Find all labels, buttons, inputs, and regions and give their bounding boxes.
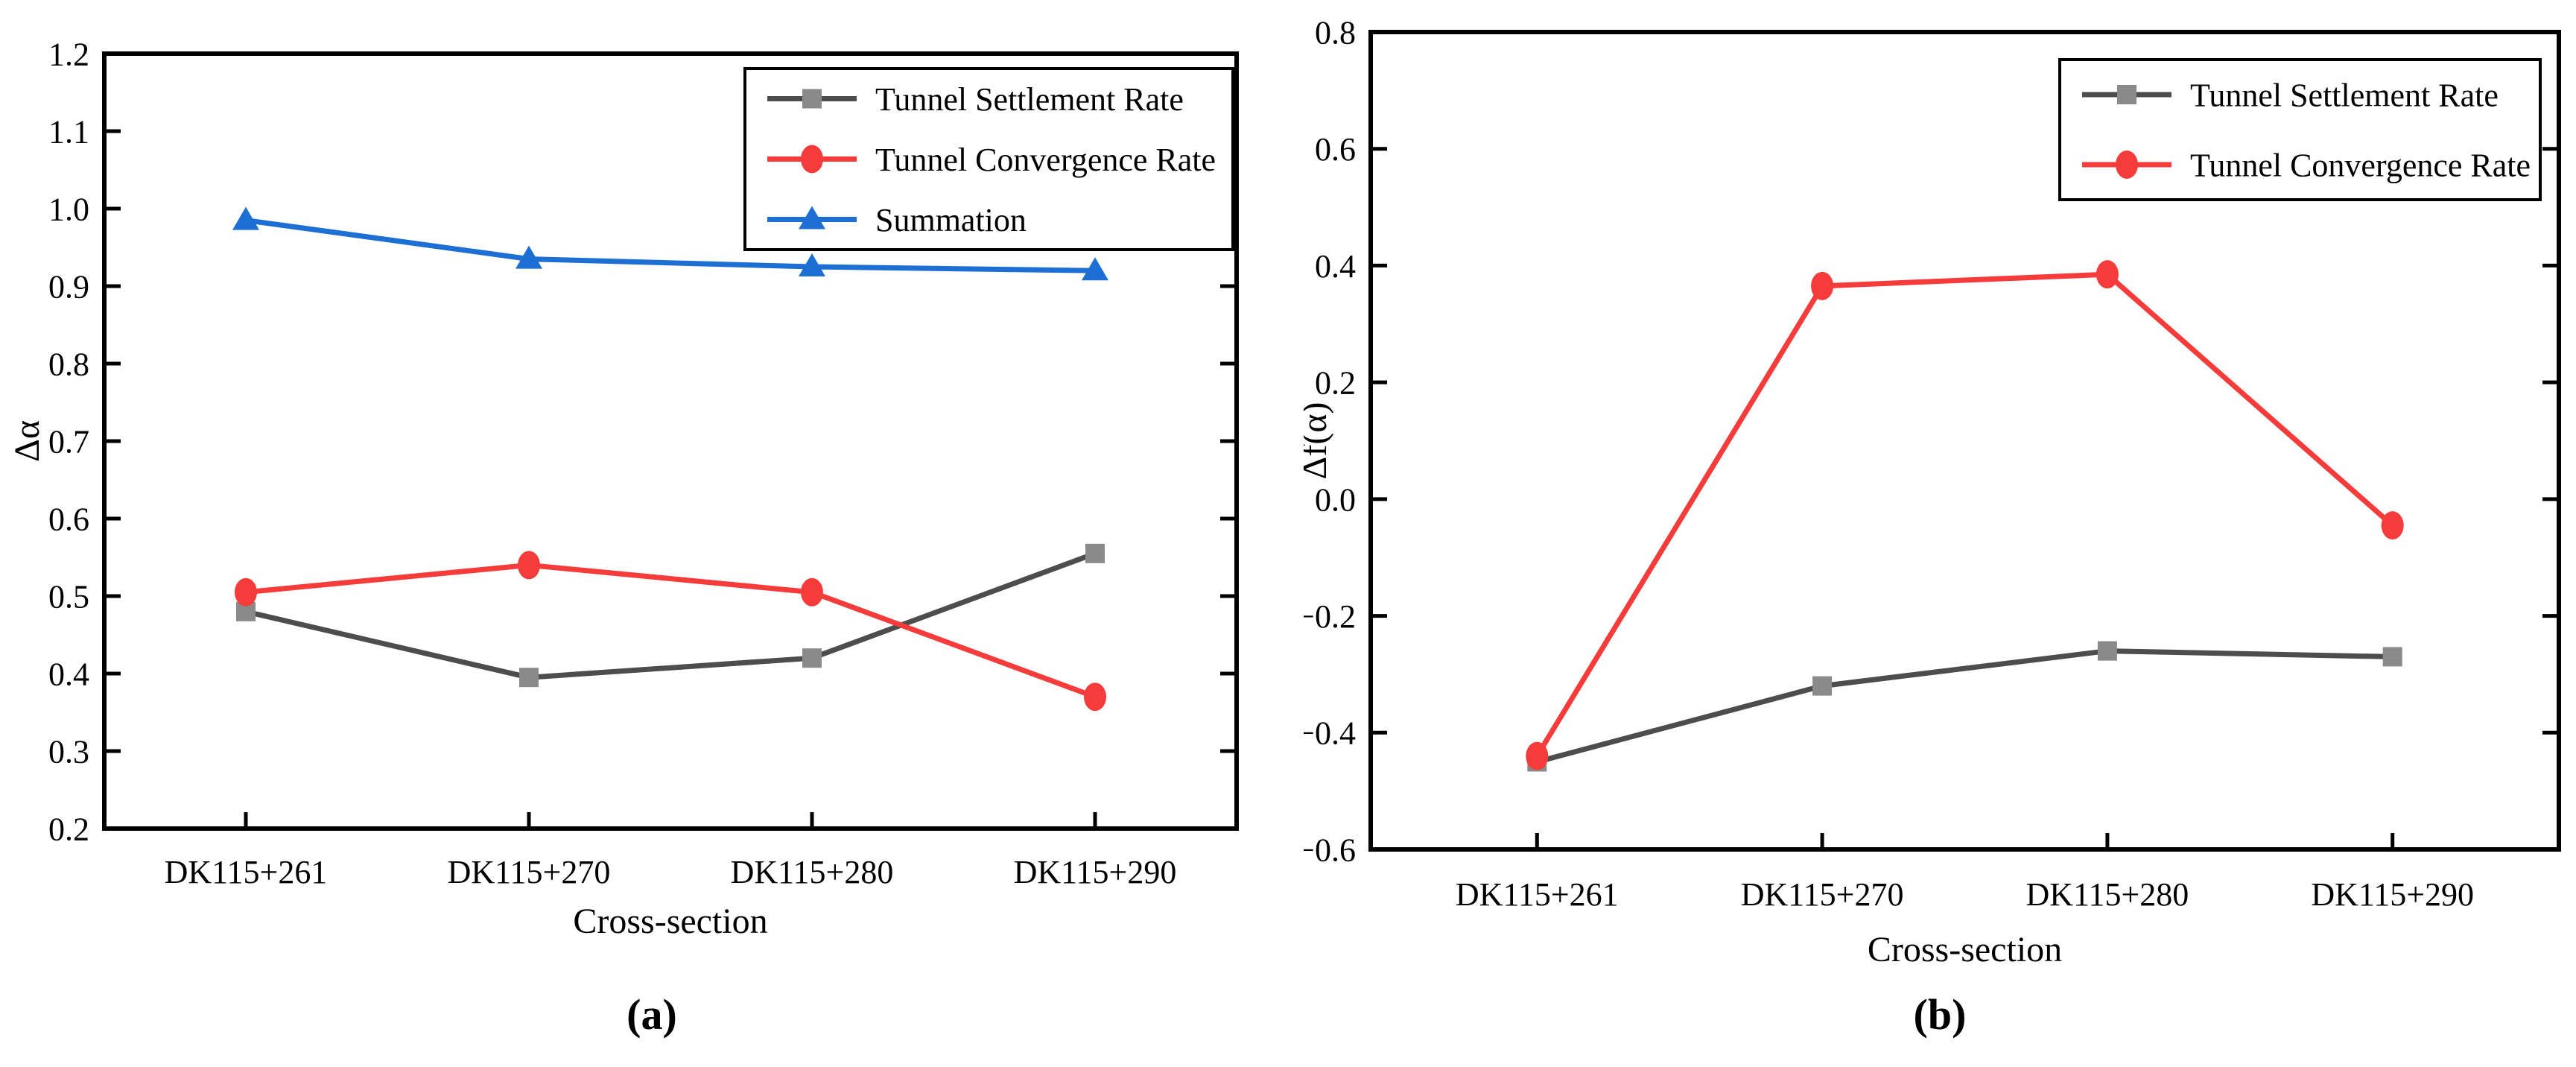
chart-b-legend-box xyxy=(2058,58,2542,201)
chart-a-legend-label-summation: Summation xyxy=(875,202,1027,238)
chart-a-ytick-label-5: 0.7 xyxy=(48,423,89,460)
chart-a-ytick-label-6: 0.8 xyxy=(48,346,89,382)
chart-b-legend-label-tunnel-settlement-rate: Tunnel Settlement Rate xyxy=(2190,77,2499,113)
chart-b-ytick-label-5: 0.4 xyxy=(1315,248,1356,285)
chart-a-ytick-label-1: 0.3 xyxy=(48,733,89,770)
chart-a-xtick-label-dk115-290: DK115+290 xyxy=(1014,854,1177,890)
chart-b-ytick-label-2: −0.2 xyxy=(1304,598,1356,635)
chart-a-legend-label-tunnel-convergence-rate: Tunnel Convergence Rate xyxy=(875,142,1216,178)
chart-a-point-tunnel-convergence-rate-1 xyxy=(518,551,540,580)
chart-b-ytick-label-4: 0.2 xyxy=(1315,365,1356,402)
chart-b-ytick-label-6: 0.6 xyxy=(1315,131,1356,168)
chart-a-point-summation-3 xyxy=(1082,257,1108,281)
chart-b-legend-marker-tunnel-settlement-rate xyxy=(2117,85,2136,104)
chart-a-point-summation-2 xyxy=(799,253,825,276)
chart-a-point-summation-1 xyxy=(515,245,542,269)
chart-b-legend-label-tunnel-convergence-rate: Tunnel Convergence Rate xyxy=(2190,147,2531,183)
chart-a-point-tunnel-settlement-rate-1 xyxy=(519,668,539,688)
chart-a-legend-label-tunnel-settlement-rate: Tunnel Settlement Rate xyxy=(875,81,1184,118)
chart-a-yaxis-label: Δα xyxy=(7,420,47,462)
chart-b-ytick-label-3: 0.0 xyxy=(1315,481,1356,518)
panel-b: −0.6 −0.4 −0.2 0.0 0.2 0.4 0.6 0.8 DK115+261 DK11… xyxy=(1304,0,2576,1067)
chart-b-xtick-label-dk115-270: DK115+270 xyxy=(1741,876,1904,913)
chart-b-line-tunnel-convergence-rate xyxy=(1535,271,2395,758)
chart-a-ytick-label-9: 1.1 xyxy=(48,113,89,150)
chart-b-xtick-label-dk115-290: DK115+290 xyxy=(2311,876,2474,913)
chart-b-yaxis-label: Δf(α) xyxy=(1304,402,1334,480)
chart-a-xtick-label-dk115-270: DK115+270 xyxy=(448,854,611,890)
chart-a-line-tunnel-settlement-rate xyxy=(245,551,1097,680)
chart-b-point-tunnel-convergence-rate-1 xyxy=(1811,271,1834,300)
caption-b: (b) xyxy=(1913,990,1967,1039)
chart-a-svg: 0.2 0.3 0.4 0.5 0.6 0.7 0.8 0.9 1.0 1.1 1.2 DK115+2… xyxy=(7,36,1239,941)
caption-a: (a) xyxy=(626,990,677,1039)
chart-a-point-tunnel-settlement-rate-2 xyxy=(802,648,822,668)
chart-b-svg: −0.6 −0.4 −0.2 0.0 0.2 0.4 0.6 0.8 DK115+261 DK11… xyxy=(1304,14,2561,969)
chart-a-ytick-label-2: 0.4 xyxy=(48,656,89,692)
chart-a-ytick-label-7: 0.9 xyxy=(48,268,89,305)
chart-b-ytick-label-0: −0.6 xyxy=(1304,832,1356,868)
chart-b-plot-box xyxy=(1368,30,2561,852)
chart-b-xtick-label-dk115-280: DK115+280 xyxy=(2026,876,2189,913)
chart-a-point-tunnel-convergence-rate-3 xyxy=(1084,683,1106,712)
chart-b-point-tunnel-settlement-rate-2 xyxy=(2097,641,2117,661)
chart-b-point-tunnel-settlement-rate-1 xyxy=(1812,676,1833,696)
chart-a-legend-marker-tunnel-convergence-rate xyxy=(801,145,823,174)
chart-b-xtick-label-dk115-261: DK115+261 xyxy=(1456,876,1619,913)
chart-a-xtick-label-dk115-280: DK115+280 xyxy=(731,854,894,890)
chart-b-ytick-label-7: 0.8 xyxy=(1315,14,1356,51)
panel-a: 0.2 0.3 0.4 0.5 0.6 0.7 0.8 0.9 1.0 1.1 1.2 DK115+2… xyxy=(7,36,1239,1039)
chart-a-ytick-label-0: 0.2 xyxy=(48,811,89,847)
chart-a-point-tunnel-settlement-rate-3 xyxy=(1085,543,1105,563)
chart-b-xaxis-label: Cross-section xyxy=(1868,930,2062,969)
chart-a-xaxis-label: Cross-section xyxy=(573,902,767,941)
chart-b-legend-marker-tunnel-convergence-rate xyxy=(2116,151,2138,179)
chart-a-line-summation xyxy=(245,218,1096,273)
chart-a-ytick-label-10: 1.2 xyxy=(48,36,89,72)
chart-a-line-tunnel-convergence-rate xyxy=(245,562,1097,700)
chart-a-point-tunnel-convergence-rate-2 xyxy=(801,577,823,607)
chart-a-ytick-label-8: 1.0 xyxy=(48,191,89,227)
chart-b-point-tunnel-convergence-rate-3 xyxy=(2381,511,2404,540)
chart-b-point-tunnel-settlement-rate-3 xyxy=(2382,647,2402,667)
chart-b-point-tunnel-convergence-rate-2 xyxy=(2096,260,2119,289)
chart-b-line-tunnel-settlement-rate xyxy=(1536,648,2393,764)
chart-a-point-tunnel-convergence-rate-0 xyxy=(235,577,257,607)
chart-b-ytick-label-1: −0.4 xyxy=(1304,715,1356,752)
chart-a-point-summation-0 xyxy=(232,206,259,230)
chart-a-legend-marker-summation xyxy=(799,206,825,229)
chart-a-ytick-label-4: 0.6 xyxy=(48,501,89,537)
chart-b-point-tunnel-convergence-rate-0 xyxy=(1526,741,1549,770)
chart-a-legend-marker-tunnel-settlement-rate xyxy=(802,89,822,109)
chart-a-xtick-label-dk115-261: DK115+261 xyxy=(165,854,328,890)
chart-a-ytick-label-3: 0.5 xyxy=(48,578,89,615)
